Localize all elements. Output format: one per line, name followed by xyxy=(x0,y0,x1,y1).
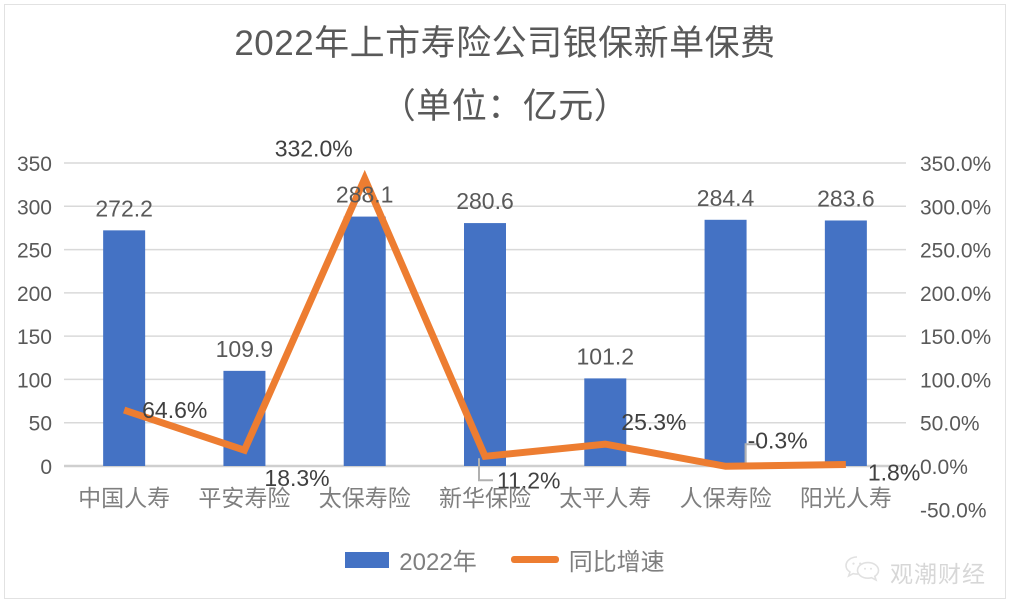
legend-bar-swatch-icon xyxy=(345,551,390,568)
bar xyxy=(584,378,627,466)
bar-value-label: 284.4 xyxy=(697,185,755,211)
category-label: 太平人寿 xyxy=(559,485,651,511)
watermark-label: 观潮财经 xyxy=(890,560,986,587)
svg-text:100: 100 xyxy=(17,369,52,392)
svg-text:-50.0%: -50.0% xyxy=(920,499,987,522)
bar xyxy=(343,216,386,466)
category-label: 太保寿险 xyxy=(319,485,411,511)
svg-text:300: 300 xyxy=(17,196,52,219)
svg-text:300.0%: 300.0% xyxy=(920,196,991,219)
line-value-label: 332.0% xyxy=(275,136,353,162)
y-axis-right-labels: -50.0% 0.0% 50.0% 100.0% 150.0% 200.0% 250.0% 3… xyxy=(920,153,991,522)
legend-line-label: 同比增速 xyxy=(568,549,665,576)
svg-text:200.0%: 200.0% xyxy=(920,283,991,306)
legend-bar-label: 2022年 xyxy=(399,549,477,576)
legend-item-bar[interactable]: 2022年 xyxy=(345,542,477,577)
line-value-label: -0.3% xyxy=(748,427,808,453)
watermark: 观潮财经 xyxy=(844,554,986,589)
chart-title: 2022年上市寿险公司银保新单保费 xyxy=(234,24,776,63)
bar xyxy=(704,219,747,466)
svg-text:350: 350 xyxy=(17,153,52,176)
bar-value-label: 109.9 xyxy=(216,336,274,362)
svg-text:0.0%: 0.0% xyxy=(920,456,968,479)
line-value-label: 25.3% xyxy=(621,409,686,435)
line-value-label: 11.2% xyxy=(497,467,561,493)
category-axis-labels: 中国人寿 平安寿险 太保寿险 新华保险 太平人寿 人保寿险 阳光人寿 xyxy=(78,485,892,511)
bar xyxy=(103,230,146,466)
wechat-icon xyxy=(844,554,882,589)
bar-series xyxy=(103,216,867,466)
bar-value-labels: 272.2 109.9 288.1 280.6 101.2 284.4 283.6 xyxy=(95,182,874,370)
line-value-label: 64.6% xyxy=(142,397,207,423)
svg-text:50.0%: 50.0% xyxy=(920,413,980,436)
line-value-labels: 64.6% 18.3% 332.0% 11.2% 25.3% -0.3% 1.8% xyxy=(142,136,920,494)
svg-text:150: 150 xyxy=(17,326,52,349)
chart-legend: 2022年 同比增速 xyxy=(0,542,1010,577)
bar-value-label: 280.6 xyxy=(456,188,514,214)
y-axis-left-labels: 0 50 100 150 200 250 300 350 xyxy=(17,153,52,479)
svg-text:200: 200 xyxy=(17,283,52,306)
svg-text:250: 250 xyxy=(17,240,52,263)
chart-subtitle: （单位：亿元） xyxy=(380,87,630,126)
bar-value-label: 283.6 xyxy=(817,185,875,211)
bar xyxy=(824,220,867,466)
category-label: 新华保险 xyxy=(439,485,531,511)
line-value-label: 18.3% xyxy=(264,465,329,491)
legend-line-swatch-icon xyxy=(510,556,559,563)
bar-value-label: 272.2 xyxy=(95,195,153,221)
svg-text:250.0%: 250.0% xyxy=(920,240,991,263)
svg-text:50: 50 xyxy=(29,413,52,436)
category-label: 平安寿险 xyxy=(198,485,290,511)
category-label: 阳光人寿 xyxy=(800,485,892,511)
category-label: 中国人寿 xyxy=(78,485,170,511)
bar-value-label: 288.1 xyxy=(336,182,394,208)
svg-text:0: 0 xyxy=(40,456,52,479)
category-label: 人保寿险 xyxy=(680,485,772,511)
svg-text:100.0%: 100.0% xyxy=(920,369,991,392)
svg-text:350.0%: 350.0% xyxy=(920,153,991,176)
svg-text:150.0%: 150.0% xyxy=(920,326,991,349)
line-value-label: 1.8% xyxy=(868,459,920,485)
bar-value-label: 101.2 xyxy=(577,343,635,369)
line-series xyxy=(123,169,846,470)
legend-item-line[interactable]: 同比增速 xyxy=(510,542,665,577)
label-leader-lines xyxy=(478,443,760,482)
